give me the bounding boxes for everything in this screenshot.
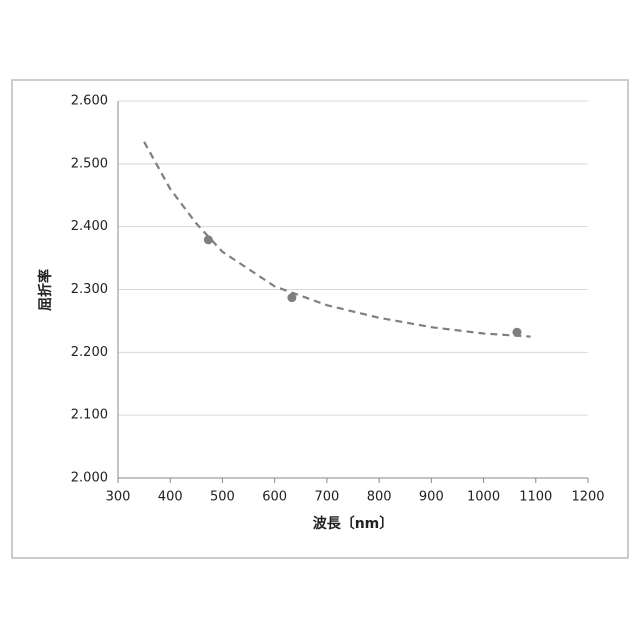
y-tick-label: 2.300	[71, 282, 108, 297]
x-tick-label: 1100	[519, 490, 552, 505]
y-tick-label: 2.000	[71, 471, 108, 486]
data-point	[204, 235, 213, 244]
x-tick-label: 600	[262, 490, 287, 505]
chart: 屈折率 波長〔nm〕 2.000 2.100 2.200 2.300 2.400 2.50…	[0, 0, 640, 640]
x-tick-label: 500	[210, 490, 235, 505]
data-point	[512, 328, 521, 337]
data-point	[287, 293, 296, 302]
x-tick-label: 900	[419, 490, 444, 505]
x-axis-title: 波長〔nm〕	[313, 515, 394, 532]
x-tick-label: 1000	[467, 490, 500, 505]
y-axis-title: 屈折率	[37, 269, 54, 311]
chart-frame	[12, 80, 628, 558]
x-tick-label: 300	[106, 490, 131, 505]
x-tick-label: 1200	[571, 490, 604, 505]
y-tick-label: 2.200	[71, 345, 108, 360]
y-tick-label: 2.400	[71, 219, 108, 234]
y-tick-label: 2.600	[71, 94, 108, 109]
y-tick-label: 2.100	[71, 408, 108, 423]
x-tick-label: 800	[367, 490, 392, 505]
x-tick-label: 700	[314, 490, 339, 505]
x-tick-label: 400	[158, 490, 183, 505]
y-tick-label: 2.500	[71, 156, 108, 171]
